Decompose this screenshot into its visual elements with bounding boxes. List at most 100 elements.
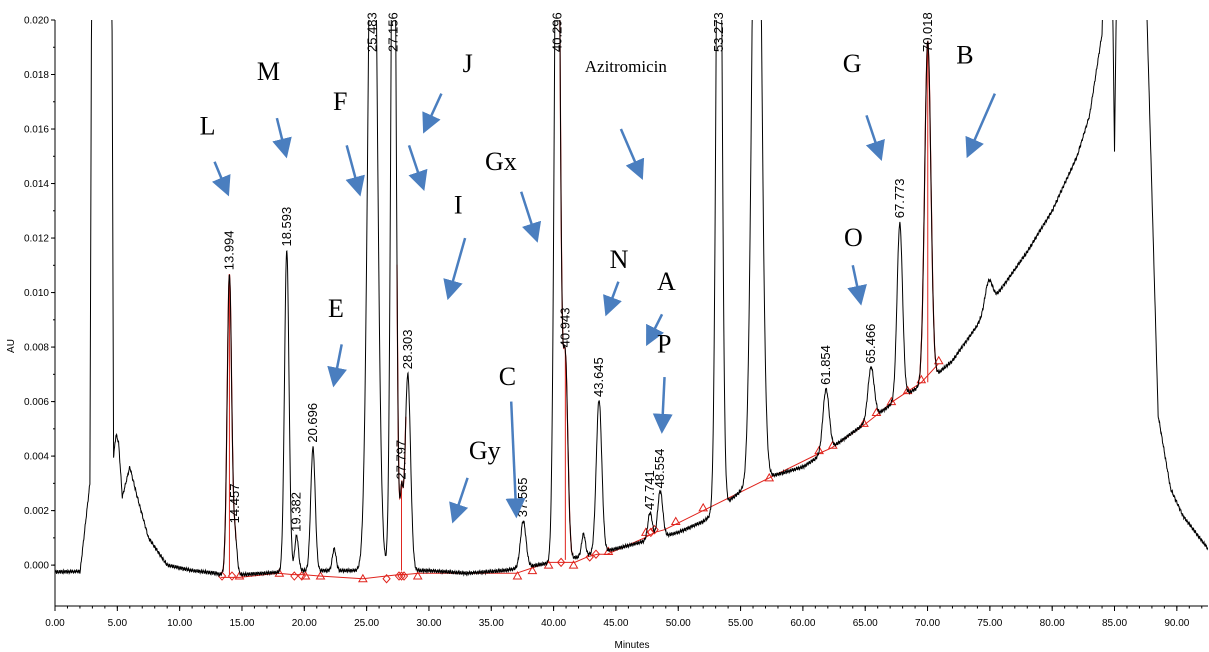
peak-start-marker [394,571,404,581]
chromatogram-trace [55,20,1208,578]
compound-label: O [844,223,863,252]
peak-retention-time-label: 61.854 [818,345,833,385]
peak-retention-time-label: 48.554 [652,449,667,489]
peak-retention-time-label: 13.994 [221,230,236,270]
peak-retention-time-label: 37.565 [515,477,530,517]
peak-retention-time-label: 43.645 [591,357,606,397]
compound-label: C [499,362,516,391]
annotation-arrow [603,281,622,317]
peak-retention-time-label: 20.696 [305,403,320,443]
compound-label: E [328,294,344,323]
x-tick-label: 35.00 [479,618,504,629]
annotation-arrows [212,93,996,524]
integration-baseline [220,363,940,580]
peak-labels: 13.994 14.457 18.593 19.382 20.696 25.483 27.1… [221,12,934,532]
annotation-arrow [449,477,469,524]
y-tick-label: 0.012 [24,234,49,245]
compound-label: M [257,57,280,86]
annotation-arrow [212,161,231,197]
peak-end-marker [902,385,913,395]
x-axis-title: Minutes [614,640,649,651]
y-tick-label: 0.018 [24,70,49,81]
peak-retention-time-label: 53.273 [711,12,726,52]
y-axis: 0.000 0.002 0.004 0.006 0.008 0.010 0.012 0.014… [24,16,56,606]
annotation-arrow [865,114,885,162]
x-tick-label: 60.00 [790,618,815,629]
peak-end-marker [527,565,538,575]
peak-retention-time-label: 70.018 [920,12,935,52]
x-tick-label: 50.00 [666,618,691,629]
peak-start-marker [585,552,594,562]
peak-retention-time-label: 25.483 [365,12,380,52]
annotation-arrow [652,376,673,434]
annotation-arrow [646,313,665,347]
x-tick-label: 75.00 [977,618,1002,629]
signal-trace [55,20,1208,578]
peak-end-marker [764,472,775,482]
annotation-arrow [519,191,542,243]
peak-retention-time-label: 28.303 [400,329,415,369]
y-tick-label: 0.016 [24,125,49,136]
compound-label: I [454,191,463,220]
y-tick-label: 0.010 [24,288,49,299]
x-tick-label: 15.00 [229,618,254,629]
x-tick-label: 90.00 [1164,618,1189,629]
compound-label: A [657,267,676,296]
annotation-arrow [505,401,526,519]
peak-retention-time-label: 65.466 [863,324,878,364]
peak-end-marker [933,355,944,365]
x-axis: 0.00 5.00 10.00 15.00 20.00 25.00 30.00 35.00 40… [45,605,1208,629]
y-tick-label: 0.000 [24,561,49,572]
annotation-arrow [407,144,428,192]
peak-end-marker [412,571,423,580]
x-tick-label: 80.00 [1040,618,1065,629]
y-tick-label: 0.020 [24,16,49,27]
annotation-arrow [619,128,645,180]
compound-label: Azitromicin [585,57,668,76]
compound-label: G [843,49,862,78]
x-tick-label: 10.00 [167,618,192,629]
x-tick-label: 40.00 [541,618,566,629]
peak-start-marker [556,557,566,568]
x-tick-label: 30.00 [416,618,441,629]
y-tick-label: 0.002 [24,506,49,517]
peak-start-marker [397,571,406,581]
peak-start-marker [646,527,655,538]
peak-retention-time-label: 18.593 [279,207,294,247]
peak-end-marker [512,571,523,580]
compound-label: J [463,49,473,78]
peak-end-marker [358,573,368,583]
peak-end-marker [670,516,681,526]
y-tick-label: 0.008 [24,343,49,354]
y-tick-label: 0.014 [24,179,49,190]
x-tick-label: 20.00 [292,618,317,629]
compound-label: P [657,330,671,359]
peak-start-marker [399,571,409,581]
peak-end-marker [300,571,311,580]
compound-label: N [610,245,629,274]
x-tick-label: 70.00 [915,618,940,629]
annotation-arrow [847,265,867,306]
peak-retention-time-label: 47.741 [642,470,657,510]
annotation-arrow [327,344,347,388]
x-tick-label: 85.00 [1102,618,1127,629]
compound-label: Gx [485,147,517,176]
compound-annotations: L M F J E I Gx Gy C NA P Azitromicin G B O [200,41,974,465]
peak-start-marker [650,524,659,535]
peak-start-marker [227,571,237,581]
x-tick-label: 65.00 [853,618,878,629]
peak-retention-time-label: 67.773 [892,178,907,218]
compound-label: Gy [469,436,501,465]
peak-end-marker [698,502,709,512]
annotation-arrow [443,237,467,301]
annotation-arrow [345,145,365,197]
peak-start-marker [290,571,299,581]
compound-label: B [956,41,973,70]
peak-retention-time-label: 27.797 [393,440,408,480]
peak-start-marker [382,573,391,584]
peak-end-marker [315,571,326,580]
peak-retention-time-label: 40.296 [549,12,564,52]
annotation-arrow [272,117,292,159]
peak-retention-time-label: 19.382 [289,492,304,532]
peak-retention-time-label: 14.457 [227,484,242,524]
